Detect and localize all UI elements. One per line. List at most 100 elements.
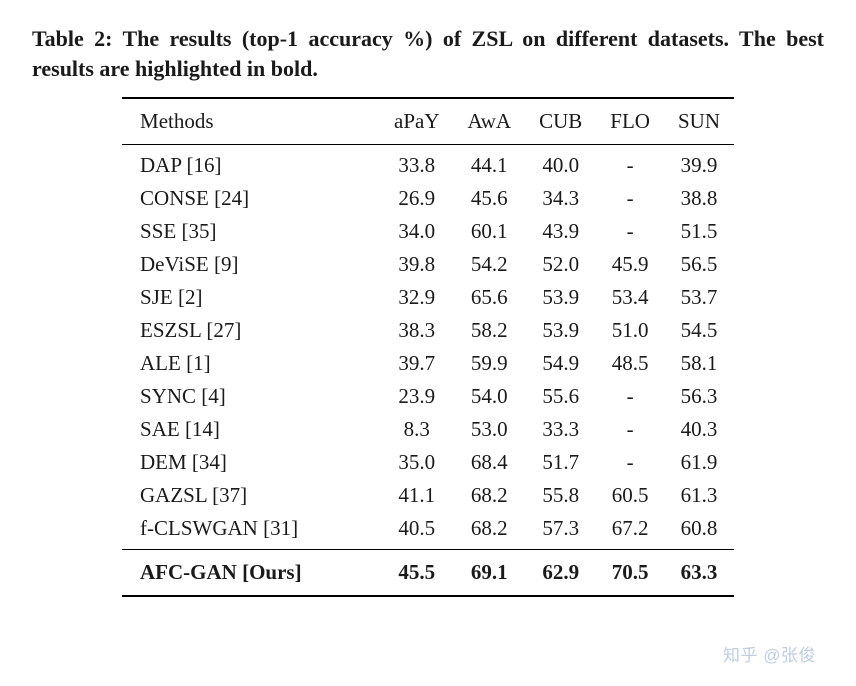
cell-value: 68.2 <box>454 479 526 512</box>
cell-value: 59.9 <box>454 347 526 380</box>
cell-value: 58.2 <box>454 314 526 347</box>
cell-method: SJE [2] <box>122 281 380 314</box>
cell-method: SSE [35] <box>122 215 380 248</box>
watermark-text: 知乎 @张俊 <box>723 641 816 666</box>
footer-method: AFC-GAN [Ours] <box>122 550 380 597</box>
cell-value: 26.9 <box>380 182 454 215</box>
cell-value: 65.6 <box>454 281 526 314</box>
cell-value: 45.9 <box>596 248 664 281</box>
footer-val-sun: 63.3 <box>664 550 734 597</box>
cell-value: 39.7 <box>380 347 454 380</box>
cell-value: 53.0 <box>454 413 526 446</box>
cell-value: - <box>596 182 664 215</box>
cell-method: DAP [16] <box>122 145 380 183</box>
footer-val-awa: 69.1 <box>454 550 526 597</box>
cell-value: 53.4 <box>596 281 664 314</box>
cell-value: 55.6 <box>525 380 596 413</box>
cell-value: 34.0 <box>380 215 454 248</box>
table-row: ALE [1]39.759.954.948.558.1 <box>122 347 734 380</box>
table-footer-row: AFC-GAN [Ours] 45.5 69.1 62.9 70.5 63.3 <box>122 550 734 597</box>
cell-value: 34.3 <box>525 182 596 215</box>
cell-method: SYNC [4] <box>122 380 380 413</box>
cell-value: 38.3 <box>380 314 454 347</box>
cell-value: 60.8 <box>664 512 734 550</box>
cell-method: GAZSL [37] <box>122 479 380 512</box>
cell-value: 51.7 <box>525 446 596 479</box>
table-row: SSE [35]34.060.143.9-51.5 <box>122 215 734 248</box>
cell-method: ESZSL [27] <box>122 314 380 347</box>
cell-value: 68.4 <box>454 446 526 479</box>
cell-value: - <box>596 446 664 479</box>
cell-value: 60.5 <box>596 479 664 512</box>
cell-value: 43.9 <box>525 215 596 248</box>
col-header-awa: AwA <box>454 98 526 145</box>
table-row: SJE [2]32.965.653.953.453.7 <box>122 281 734 314</box>
table-row: SAE [14]8.353.033.3-40.3 <box>122 413 734 446</box>
table-row: SYNC [4]23.954.055.6-56.3 <box>122 380 734 413</box>
cell-method: SAE [14] <box>122 413 380 446</box>
table-row: f-CLSWGAN [31]40.568.257.367.260.8 <box>122 512 734 550</box>
cell-value: 52.0 <box>525 248 596 281</box>
cell-value: 51.0 <box>596 314 664 347</box>
cell-value: 48.5 <box>596 347 664 380</box>
cell-value: 39.8 <box>380 248 454 281</box>
cell-method: DeViSE [9] <box>122 248 380 281</box>
col-header-sun: SUN <box>664 98 734 145</box>
cell-value: 41.1 <box>380 479 454 512</box>
cell-method: CONSE [24] <box>122 182 380 215</box>
cell-value: 33.8 <box>380 145 454 183</box>
cell-value: 56.5 <box>664 248 734 281</box>
cell-value: 40.3 <box>664 413 734 446</box>
table-body: DAP [16]33.844.140.0-39.9CONSE [24]26.94… <box>122 145 734 550</box>
cell-value: 53.9 <box>525 314 596 347</box>
cell-method: f-CLSWGAN [31] <box>122 512 380 550</box>
table-row: DAP [16]33.844.140.0-39.9 <box>122 145 734 183</box>
cell-value: 40.5 <box>380 512 454 550</box>
cell-value: 40.0 <box>525 145 596 183</box>
cell-value: 53.9 <box>525 281 596 314</box>
table-caption: Table 2: The results (top-1 accuracy %) … <box>32 24 824 83</box>
table-header-row: Methods aPaY AwA CUB FLO SUN <box>122 98 734 145</box>
cell-value: 55.8 <box>525 479 596 512</box>
cell-value: - <box>596 215 664 248</box>
cell-value: 61.9 <box>664 446 734 479</box>
cell-value: 8.3 <box>380 413 454 446</box>
cell-value: 53.7 <box>664 281 734 314</box>
table-row: ESZSL [27]38.358.253.951.054.5 <box>122 314 734 347</box>
col-header-cub: CUB <box>525 98 596 145</box>
cell-value: 57.3 <box>525 512 596 550</box>
cell-value: - <box>596 145 664 183</box>
cell-method: DEM [34] <box>122 446 380 479</box>
cell-value: 58.1 <box>664 347 734 380</box>
table-row: DEM [34]35.068.451.7-61.9 <box>122 446 734 479</box>
cell-value: 56.3 <box>664 380 734 413</box>
footer-val-apay: 45.5 <box>380 550 454 597</box>
cell-value: - <box>596 380 664 413</box>
cell-value: 33.3 <box>525 413 596 446</box>
cell-value: 60.1 <box>454 215 526 248</box>
table-row: GAZSL [37]41.168.255.860.561.3 <box>122 479 734 512</box>
cell-value: 54.5 <box>664 314 734 347</box>
cell-value: 44.1 <box>454 145 526 183</box>
cell-value: 54.2 <box>454 248 526 281</box>
cell-value: 39.9 <box>664 145 734 183</box>
cell-value: 51.5 <box>664 215 734 248</box>
col-header-flo: FLO <box>596 98 664 145</box>
table-row: DeViSE [9]39.854.252.045.956.5 <box>122 248 734 281</box>
cell-value: 23.9 <box>380 380 454 413</box>
cell-value: 68.2 <box>454 512 526 550</box>
col-header-methods: Methods <box>122 98 380 145</box>
cell-value: 35.0 <box>380 446 454 479</box>
cell-method: ALE [1] <box>122 347 380 380</box>
table-row: CONSE [24]26.945.634.3-38.8 <box>122 182 734 215</box>
cell-value: 32.9 <box>380 281 454 314</box>
cell-value: 54.0 <box>454 380 526 413</box>
cell-value: 38.8 <box>664 182 734 215</box>
cell-value: 45.6 <box>454 182 526 215</box>
cell-value: 61.3 <box>664 479 734 512</box>
col-header-apay: aPaY <box>380 98 454 145</box>
cell-value: - <box>596 413 664 446</box>
footer-val-cub: 62.9 <box>525 550 596 597</box>
cell-value: 67.2 <box>596 512 664 550</box>
cell-value: 54.9 <box>525 347 596 380</box>
